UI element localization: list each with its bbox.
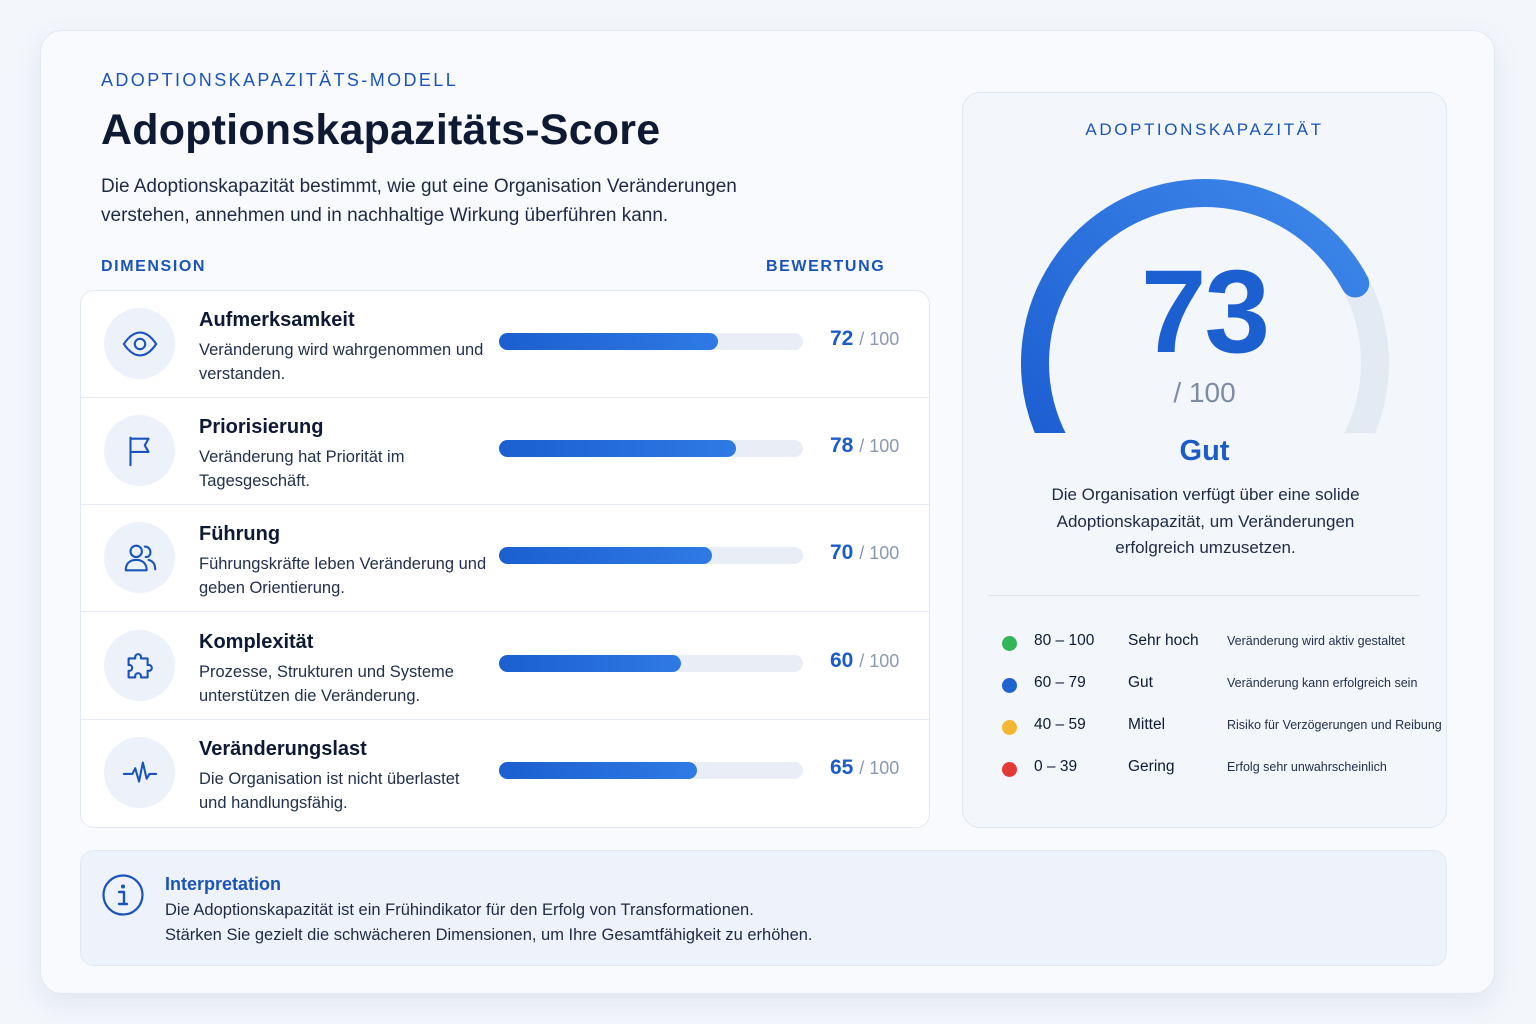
legend-item: 80 – 100 Sehr hoch Veränderung wird akti…: [963, 631, 1446, 655]
dimension-score: 70 / 100: [830, 541, 899, 565]
dimension-description: Veränderung wird wahrgenommen und versta…: [199, 341, 484, 383]
score-bar-track: [499, 440, 803, 457]
legend-description: Veränderung kann erfolgreich sein: [1227, 676, 1418, 690]
legend-description: Erfolg sehr unwahrscheinlich: [1227, 760, 1387, 774]
score-bar-track: [499, 655, 803, 672]
score-max: / 100: [859, 329, 900, 349]
legend-dot: [1002, 678, 1017, 693]
legend-description: Veränderung wird aktiv gestaltet: [1227, 634, 1405, 648]
info-icon: [102, 874, 144, 916]
score-max: / 100: [859, 651, 900, 671]
dimension-description: Prozesse, Strukturen und Systeme unterst…: [199, 663, 454, 705]
score-max: / 100: [859, 543, 900, 563]
puzzle-icon: [104, 630, 175, 701]
dimension-row-priorisierung: Priorisierung Veränderung hat Priorität …: [81, 398, 929, 505]
users-icon: [104, 522, 175, 593]
score-max: / 100: [859, 758, 900, 778]
score-value: 65: [830, 756, 854, 779]
score-bar-fill: [499, 655, 682, 672]
score-panel: ADOPTIONSKAPAZITÄT 73 / 100 Gut Die Orga…: [962, 92, 1447, 828]
legend-label: Sehr hoch: [1128, 632, 1199, 649]
dimension-score: 72 / 100: [830, 327, 899, 351]
score-bar-fill: [499, 762, 697, 779]
score-bar-fill: [499, 440, 737, 457]
rating-description: Die Organisation verfügt über eine solid…: [1051, 485, 1360, 557]
interpretation-box: Interpretation Die Adoptionskapazität is…: [80, 850, 1447, 966]
score-value: 60: [830, 649, 854, 672]
dimension-row-komplexitaet: Komplexität Prozesse, Strukturen und Sys…: [81, 613, 929, 720]
divider: [988, 595, 1420, 596]
dimension-row-aufmerksamkeit: Aufmerksamkeit Veränderung wird wahrgeno…: [81, 291, 929, 398]
dimension-title: Komplexität: [199, 631, 314, 653]
score-bar-fill: [499, 333, 718, 350]
interpretation-text: Stärken Sie gezielt die schwächeren Dime…: [165, 926, 813, 944]
dimension-title: Priorisierung: [199, 416, 324, 438]
legend-item: 40 – 59 Mittel Risiko für Verzögerungen …: [963, 715, 1446, 739]
gauge-max: / 100: [1173, 377, 1236, 408]
dimension-score: 60 / 100: [830, 649, 899, 673]
column-header-dimension: DIMENSION: [101, 258, 207, 275]
gauge-fill: [1021, 179, 1370, 433]
section-eyebrow: ADOPTIONSKAPAZITÄTS-MODELL: [101, 70, 459, 90]
dimension-description: Führungskräfte leben Veränderung und geb…: [199, 555, 487, 597]
score-value: 72: [830, 327, 854, 350]
eye-icon: [104, 308, 175, 379]
dimension-description: Veränderung hat Priorität im Tagesgeschä…: [199, 448, 405, 490]
interpretation-title: Interpretation: [165, 874, 282, 894]
legend-item: 60 – 79 Gut Veränderung kann erfolgreich…: [963, 673, 1446, 697]
dimension-score: 65 / 100: [830, 756, 899, 780]
legend-range: 80 – 100: [1034, 632, 1095, 649]
legend-description: Risiko für Verzögerungen und Reibung: [1227, 718, 1442, 732]
dimension-score: 78 / 100: [830, 434, 899, 458]
legend-dot: [1002, 636, 1017, 651]
score-max: / 100: [859, 436, 900, 456]
rating-label: Gut: [1179, 435, 1230, 467]
legend-item: 0 – 39 Gering Erfolg sehr unwahrscheinli…: [963, 757, 1446, 781]
legend-label: Mittel: [1128, 716, 1166, 733]
score-bar-fill: [499, 547, 712, 564]
legend-label: Gut: [1128, 674, 1153, 691]
page-description: Die Adoptionskapazität bestimmt, wie gut…: [101, 176, 737, 226]
score-bar-track: [499, 762, 803, 779]
page-title: Adoptionskapazitäts-Score: [101, 106, 661, 154]
legend-dot: [1002, 762, 1017, 777]
interpretation-text: Die Adoptionskapazität ist ein Frühindik…: [165, 901, 754, 919]
dimension-description: Die Organisation ist nicht überlastet un…: [199, 770, 460, 812]
pulse-icon: [104, 737, 175, 808]
dimension-title: Führung: [199, 523, 281, 545]
legend-dot: [1002, 720, 1017, 735]
dimension-row-veraenderungslast: Veränderungslast Die Organisation ist ni…: [81, 720, 929, 827]
legend-label: Gering: [1128, 758, 1175, 775]
gauge-value: 73: [1140, 246, 1270, 378]
dimension-row-fuehrung: Führung Führungskräfte leben Veränderung…: [81, 505, 929, 612]
dimension-list: Aufmerksamkeit Veränderung wird wahrgeno…: [80, 290, 930, 828]
dimension-title: Aufmerksamkeit: [199, 309, 355, 331]
score-bar-track: [499, 333, 803, 350]
dimension-title: Veränderungslast: [199, 738, 367, 760]
score-gauge: [1021, 179, 1389, 433]
legend-range: 0 – 39: [1034, 758, 1078, 775]
column-header-rating: BEWERTUNG: [766, 258, 886, 275]
score-bar-track: [499, 547, 803, 564]
flag-icon: [104, 415, 175, 486]
legend-range: 40 – 59: [1034, 716, 1086, 733]
score-value: 70: [830, 541, 854, 564]
legend-range: 60 – 79: [1034, 674, 1086, 691]
panel-eyebrow: ADOPTIONSKAPAZITÄT: [1085, 120, 1324, 139]
score-value: 78: [830, 434, 854, 457]
